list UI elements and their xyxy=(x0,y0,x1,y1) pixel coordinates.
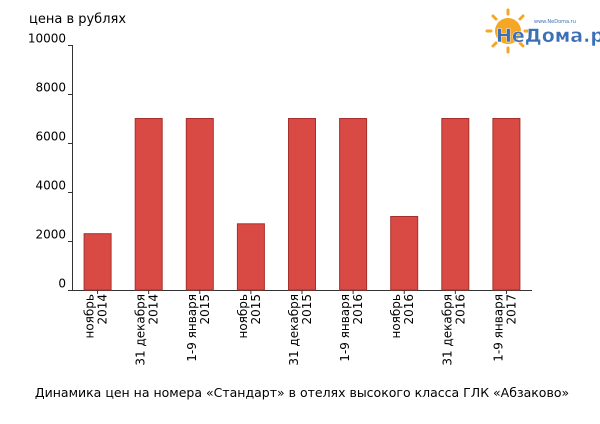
x-category-label: ноябрь 2016 xyxy=(389,294,416,339)
x-category-period: ноябрь xyxy=(236,294,250,339)
x-category-period: 1-9 января xyxy=(338,294,352,362)
x-category-year: 2016 xyxy=(402,294,416,325)
logo-website: www.NeDoma.ru xyxy=(534,19,576,25)
x-category-period: 31 декабря xyxy=(134,294,148,366)
bar-1 xyxy=(83,233,112,291)
x-category-label: 31 декабря 2014 xyxy=(134,294,161,366)
x-category-period: 1-9 января xyxy=(491,294,505,362)
bar-2 xyxy=(134,118,163,291)
x-category-year: 2015 xyxy=(300,294,314,325)
bar-3 xyxy=(185,118,214,291)
x-category-period: 31 декабря xyxy=(440,294,454,366)
x-category-year: 2017 xyxy=(504,294,518,325)
x-category-label: 31 декабря 2015 xyxy=(287,294,314,366)
bar-8 xyxy=(441,118,470,291)
x-category-label: 31 декабря 2016 xyxy=(440,294,467,366)
x-category-label: ноябрь 2014 xyxy=(83,294,110,339)
nedoma-logo: www.NeDoma.ru НеДома.ру xyxy=(485,8,600,54)
x-category-year: 2015 xyxy=(249,294,263,325)
x-category-period: ноябрь xyxy=(83,294,97,339)
bar-6 xyxy=(339,118,368,291)
x-category-period: ноябрь xyxy=(389,294,403,339)
logo-text: НеДома.ру xyxy=(496,25,600,47)
x-category-label: 1-9 января 2015 xyxy=(185,294,212,362)
x-category-label: 1-9 января 2016 xyxy=(338,294,365,362)
y-tick-label: 8000 xyxy=(35,81,66,95)
bar-5 xyxy=(288,118,316,291)
x-category-year: 2016 xyxy=(351,294,365,325)
x-category-period: 31 декабря xyxy=(287,294,301,366)
chart-title: Динамика цен на номера «Стандарт» в отел… xyxy=(35,385,569,400)
x-category-year: 2015 xyxy=(198,294,212,325)
bar-7 xyxy=(390,216,419,291)
y-tick-label: 2000 xyxy=(35,228,66,242)
x-category-period: 1-9 января xyxy=(185,294,199,362)
y-axis-label: цена в рублях xyxy=(29,12,126,27)
y-tick-label: 6000 xyxy=(35,130,66,144)
y-tick-label: 4000 xyxy=(35,179,66,193)
y-tick-label: 10000 xyxy=(28,32,66,46)
x-category-year: 2014 xyxy=(147,294,161,325)
sun-icon xyxy=(485,8,531,54)
x-category-label: ноябрь 2015 xyxy=(236,294,263,339)
y-tick-label: 0 xyxy=(58,277,66,291)
x-category-year: 2014 xyxy=(96,294,110,325)
x-category-label: 1-9 января 2017 xyxy=(491,294,518,362)
x-category-year: 2016 xyxy=(453,294,467,325)
bar-4 xyxy=(236,223,265,291)
bar-9 xyxy=(492,118,521,291)
